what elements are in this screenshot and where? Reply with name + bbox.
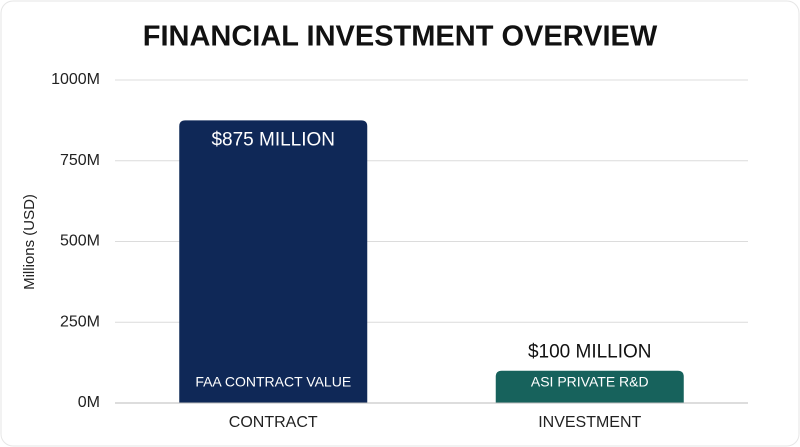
y-tick-label: 1000M: [51, 71, 100, 88]
bar: [495, 370, 684, 403]
y-tick-label: 750M: [60, 152, 100, 169]
chart-title: FINANCIAL INVESTMENT OVERVIEW: [143, 21, 658, 53]
x-tick-label: INVESTMENT: [538, 414, 641, 431]
value-label: $100 MILLION: [528, 342, 652, 363]
y-tick-label: 0M: [78, 394, 100, 411]
bar-label: ASI PRIVATE R&D: [531, 374, 649, 390]
x-tick-label: CONTRACT: [229, 414, 318, 431]
bar-label: FAA CONTRACT VALUE: [195, 374, 351, 390]
bar: [179, 120, 368, 403]
y-axis-label: Millions (USD): [21, 194, 38, 290]
value-label: $875 MILLION: [211, 129, 335, 150]
y-tick-label: 250M: [60, 313, 100, 330]
y-tick-label: 500M: [60, 233, 100, 250]
